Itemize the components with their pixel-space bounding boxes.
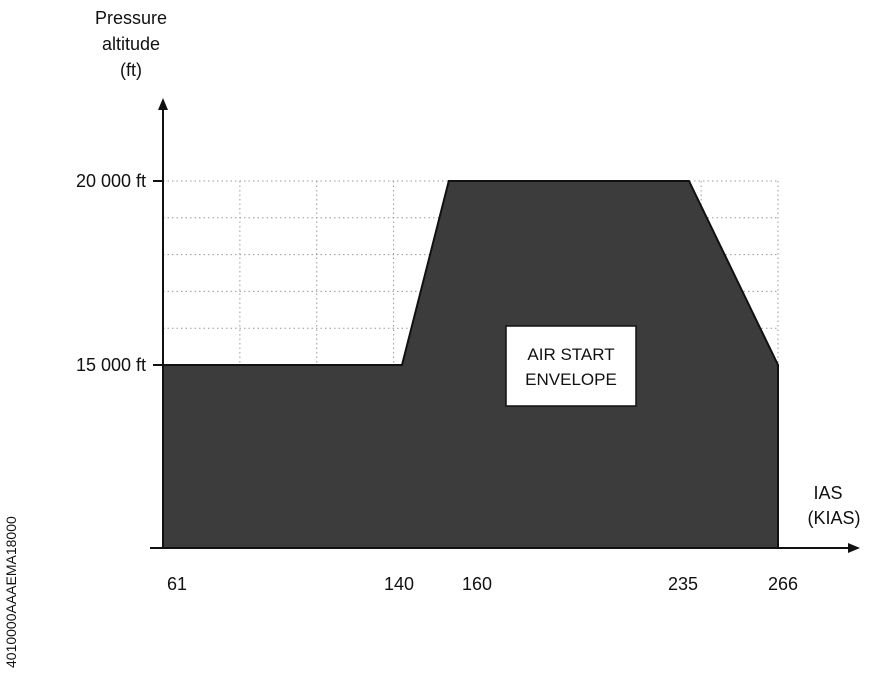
x-tick-label: 61	[167, 574, 187, 594]
y-axis-title-line-3: (ft)	[120, 60, 142, 80]
envelope-label-line-2: ENVELOPE	[525, 370, 617, 389]
document-code: 4010000AAAEMA18000	[3, 516, 19, 668]
x-ticks: 61 140 160 235 266	[167, 574, 798, 594]
x-tick-label: 140	[384, 574, 414, 594]
y-ticks: 15 000 ft 20 000 ft	[76, 171, 163, 375]
air-start-envelope-area	[162, 180, 779, 549]
x-axis-title-line-2: (KIAS)	[807, 508, 860, 528]
envelope-label-box	[505, 325, 637, 407]
y-axis-title-line-1: Pressure	[95, 8, 167, 28]
x-tick-label: 235	[668, 574, 698, 594]
x-tick-label: 266	[768, 574, 798, 594]
envelope-label-line-1: AIR START	[527, 345, 614, 364]
y-axis-title-line-2: altitude	[102, 34, 160, 54]
y-tick-label: 15 000 ft	[76, 355, 146, 375]
x-axis-title-line-1: IAS	[813, 483, 842, 503]
x-tick-label: 160	[462, 574, 492, 594]
y-tick-label: 20 000 ft	[76, 171, 146, 191]
